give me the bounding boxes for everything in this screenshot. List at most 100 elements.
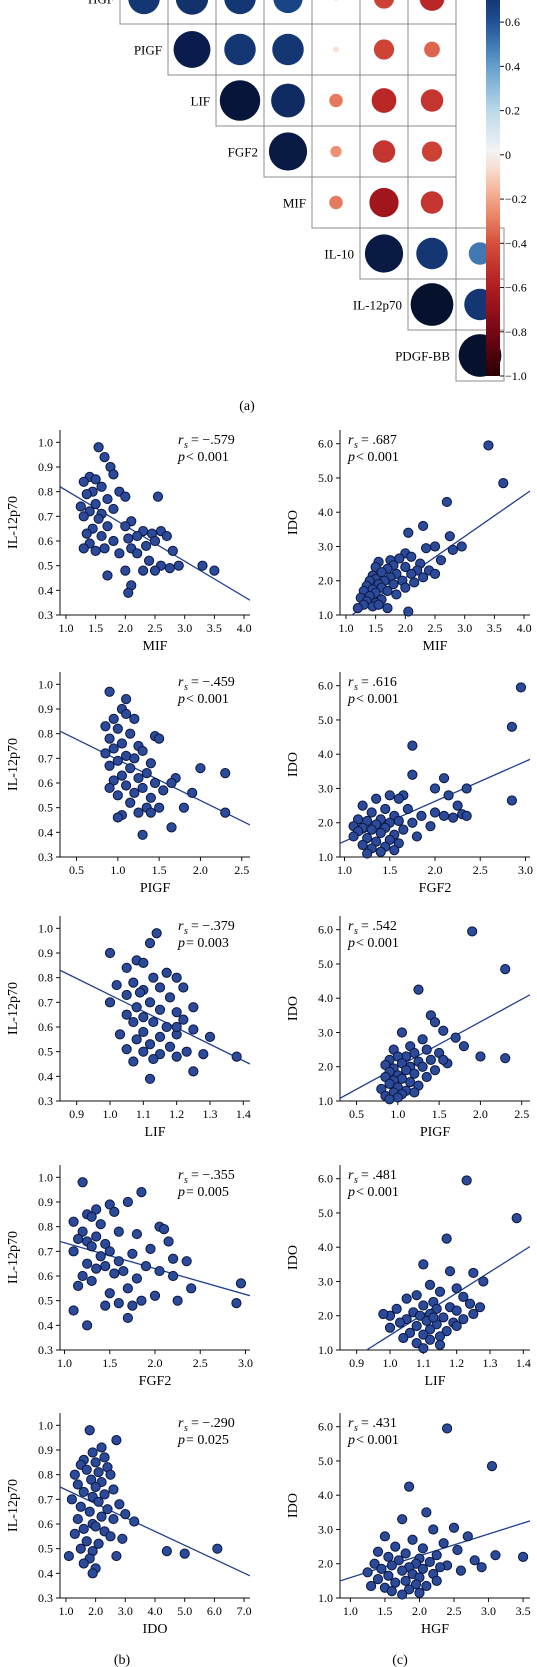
data-point bbox=[448, 1522, 460, 1533]
regression-line bbox=[351, 490, 530, 615]
data-point bbox=[105, 1531, 116, 1542]
heatmap-circle bbox=[173, 31, 211, 68]
data-point bbox=[451, 1283, 462, 1294]
data-point bbox=[431, 1303, 442, 1314]
data-point bbox=[90, 545, 101, 556]
data-point bbox=[86, 1275, 97, 1287]
data-point bbox=[112, 790, 123, 801]
data-point bbox=[138, 565, 149, 576]
data-point bbox=[109, 1206, 120, 1217]
x-axis-label: PIGF bbox=[420, 1125, 451, 1140]
data-point bbox=[468, 1308, 479, 1320]
x-tick-label: 6.0 bbox=[207, 1604, 222, 1618]
y-tick-label: 0.3 bbox=[38, 608, 53, 622]
p-value: < 0.001 bbox=[186, 692, 229, 707]
data-point bbox=[166, 777, 177, 789]
data-point bbox=[163, 1236, 174, 1247]
data-point bbox=[362, 848, 373, 859]
x-tick-label: 0.5 bbox=[349, 1107, 364, 1121]
data-point bbox=[390, 1577, 401, 1588]
data-point bbox=[441, 1233, 452, 1244]
y-tick-label: 0.9 bbox=[38, 702, 53, 716]
data-point bbox=[400, 582, 411, 593]
data-point bbox=[112, 755, 123, 766]
p-value: = 0.005 bbox=[186, 1185, 229, 1200]
data-point bbox=[108, 535, 119, 547]
data-point bbox=[188, 1066, 199, 1077]
data-point bbox=[129, 1516, 140, 1527]
data-point bbox=[418, 1259, 429, 1270]
data-point bbox=[164, 992, 176, 1003]
data-point bbox=[424, 1279, 436, 1291]
x-tick-label: 2.0 bbox=[148, 1356, 163, 1370]
y-tick-label: 4.0 bbox=[318, 991, 333, 1005]
x-tick-label: 1.0 bbox=[110, 863, 125, 877]
data-point bbox=[69, 1528, 80, 1539]
data-point bbox=[468, 1267, 479, 1279]
data-point bbox=[114, 1029, 126, 1040]
data-point bbox=[352, 603, 363, 614]
data-point bbox=[365, 1580, 377, 1592]
correlation-subscript: s bbox=[184, 682, 188, 693]
y-tick-label: 2.0 bbox=[318, 1309, 333, 1323]
data-point bbox=[452, 1544, 463, 1556]
y-tick-label: 0.8 bbox=[38, 485, 53, 499]
data-point bbox=[428, 1312, 439, 1323]
data-point bbox=[418, 1343, 429, 1354]
scatter-panel-c4: 0.9 1.0 1.1 1.2 1.3 1.4 1.0 2.0 3.0 4.0 5.0 6.0 LIF I… bbox=[286, 1165, 531, 1389]
data-point bbox=[400, 561, 411, 573]
data-point bbox=[461, 783, 472, 794]
data-point bbox=[108, 469, 119, 480]
y-tick-label: 0.5 bbox=[38, 559, 53, 573]
data-point bbox=[145, 758, 156, 769]
data-point bbox=[500, 1053, 511, 1064]
x-tick-label: 1.5 bbox=[432, 1107, 447, 1121]
y-tick-label: 1.0 bbox=[38, 1170, 53, 1184]
data-point bbox=[348, 831, 359, 842]
data-point bbox=[102, 493, 113, 505]
data-point bbox=[100, 721, 111, 732]
data-point bbox=[392, 1092, 403, 1103]
p-value: < 0.001 bbox=[356, 450, 399, 465]
data-point bbox=[77, 1177, 88, 1188]
x-tick-label: 1.0 bbox=[337, 863, 352, 877]
data-point bbox=[515, 682, 527, 693]
data-point bbox=[396, 1027, 408, 1038]
data-point bbox=[100, 1261, 111, 1272]
data-point bbox=[112, 723, 123, 734]
heatmap-circle bbox=[424, 41, 440, 58]
x-tick-label: 1.0 bbox=[390, 1107, 405, 1121]
x-tick-label: 5.0 bbox=[177, 1604, 192, 1618]
data-point bbox=[410, 1579, 422, 1590]
data-point bbox=[75, 1501, 86, 1512]
data-point bbox=[154, 1265, 165, 1277]
data-point bbox=[398, 824, 409, 835]
data-point bbox=[104, 1199, 115, 1210]
data-point bbox=[188, 1024, 199, 1035]
data-point bbox=[475, 1051, 486, 1062]
colorbar-tick-label: −1.0 bbox=[505, 369, 527, 383]
data-point bbox=[443, 790, 454, 801]
data-point bbox=[93, 1496, 104, 1507]
correlation-subscript: s bbox=[184, 1423, 188, 1434]
data-point bbox=[108, 713, 119, 724]
data-point bbox=[429, 783, 441, 794]
data-point bbox=[120, 780, 132, 791]
data-point bbox=[129, 713, 140, 724]
x-tick-label: 2.0 bbox=[118, 621, 133, 635]
y-axis-label: IDO bbox=[286, 752, 301, 777]
scatter-panel-b1: 1.0 1.5 2.0 2.5 3.0 3.5 4.0 0.3 0.4 0.5 0.6 0.7 0.8 0… bbox=[6, 430, 252, 654]
data-point bbox=[90, 1521, 101, 1532]
data-point bbox=[420, 543, 432, 554]
data-point bbox=[148, 1016, 159, 1028]
data-point bbox=[411, 831, 423, 842]
data-point bbox=[417, 1563, 429, 1574]
data-point bbox=[421, 1507, 432, 1518]
y-tick-label: 3.0 bbox=[318, 539, 333, 553]
data-point bbox=[69, 1469, 80, 1480]
data-point bbox=[151, 928, 162, 939]
heatmap-row-label: IL-10 bbox=[324, 247, 354, 262]
data-point bbox=[131, 1034, 142, 1045]
y-tick-label: 0.4 bbox=[38, 1318, 53, 1332]
